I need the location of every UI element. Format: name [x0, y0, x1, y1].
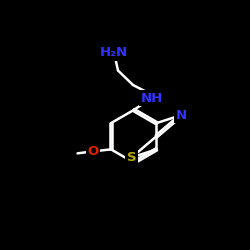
Text: N: N	[176, 108, 187, 122]
Text: S: S	[127, 151, 136, 164]
Text: H₂N: H₂N	[100, 46, 128, 59]
Text: NH: NH	[140, 92, 163, 104]
Text: O: O	[88, 145, 99, 158]
